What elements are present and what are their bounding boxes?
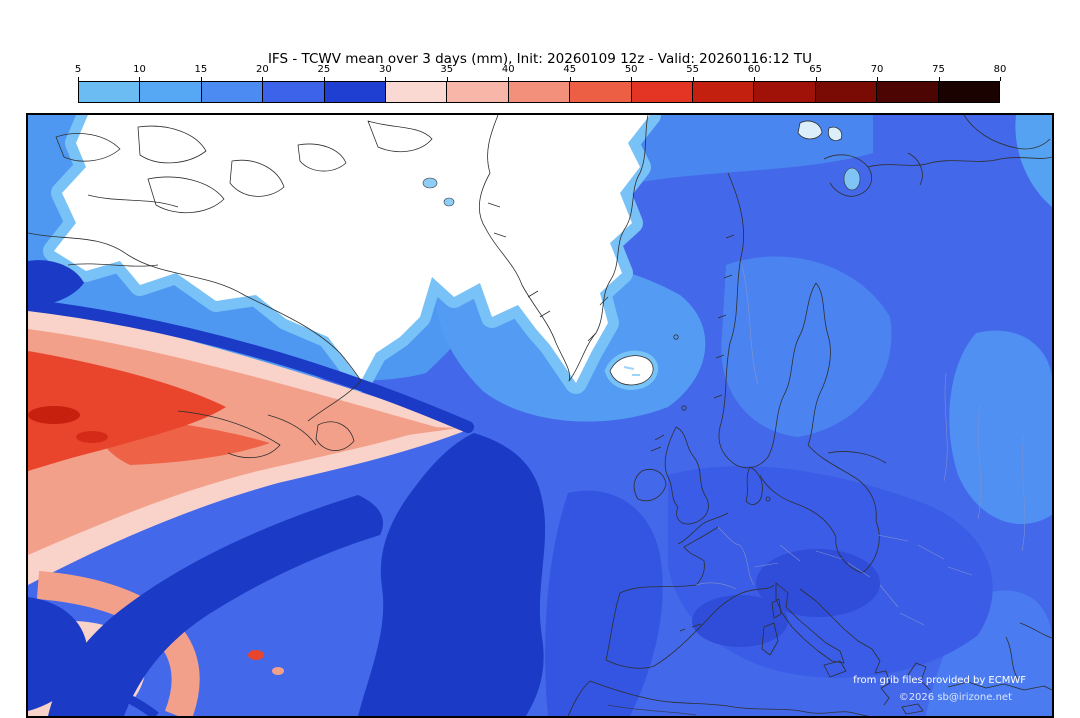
- colorbar-tick-mark: [692, 77, 694, 81]
- colorbar-tick-mark: [754, 77, 756, 81]
- colorbar-tick-mark: [323, 77, 325, 81]
- colorbar-tick-mark: [569, 77, 571, 81]
- colorbar-tick-label: 5: [74, 64, 82, 75]
- colorbar-tick-mark: [200, 77, 202, 81]
- colorbar-tick-mark: [877, 77, 879, 81]
- lakes: [422, 167, 861, 376]
- colorbar-tick-mark: [938, 77, 940, 81]
- credit-irizone: ©2026 sb@irizone.net: [898, 692, 1012, 703]
- colorbar-tick-label: 65: [809, 64, 822, 75]
- colorbar-tick-mark: [1000, 77, 1001, 81]
- colorbar-ticks: 5 10 15 20 25 30 35 40 45 50 55 60 65 70 75 80: [74, 64, 1007, 77]
- colorbar-segment: [446, 82, 508, 102]
- humid-navy-bands: [28, 260, 546, 716]
- credit-ecmwf: from grib files provided by ECMWF: [853, 675, 1026, 686]
- dry-air-region: [43, 115, 661, 394]
- colorbar-tick-label: 80: [993, 64, 1007, 75]
- colorbar-segment: [507, 82, 570, 102]
- colorbar-segment: [814, 82, 877, 102]
- map-svg: [28, 115, 1052, 716]
- colorbar-tick-label: 60: [747, 64, 761, 75]
- rivers: [943, 372, 1026, 552]
- colorbar-tick-mark: [262, 77, 264, 81]
- country-borders: [695, 264, 973, 626]
- page-title: IFS - TCWV mean over 3 days (mm), Init: …: [267, 51, 813, 67]
- colorbar-segment: [569, 82, 631, 102]
- colorbar-tick-label: 70: [870, 64, 884, 75]
- colorbar-tick-label: 25: [317, 64, 331, 75]
- colorbar-tick-mark: [78, 77, 79, 81]
- colorbar-tick-mark: [446, 77, 448, 81]
- colorbar-segment: [385, 82, 447, 102]
- colorbar-segments: [78, 81, 1000, 103]
- colorbar-tick-label: 55: [686, 64, 700, 75]
- colorbar-segment: [200, 82, 263, 102]
- colorbar: 5 10 15 20 25 30 35 40 45 50 55 60 65 70 75 80: [74, 64, 1007, 103]
- colorbar-tick-label: 75: [932, 64, 945, 75]
- colorbar-tick-label: 20: [256, 64, 269, 75]
- colorbar-tick-label: 35: [440, 64, 454, 75]
- colorbar-tick-label: 10: [133, 64, 146, 75]
- colorbar-segment: [262, 82, 324, 102]
- colorbar-tickmarks: [78, 77, 1001, 81]
- colorbar-segment: [79, 82, 140, 102]
- colorbar-tick-label: 40: [501, 64, 515, 75]
- colorbar-segment: [937, 82, 1000, 102]
- colorbar-tick-label: 30: [378, 64, 392, 75]
- colorbar-tick-mark: [815, 77, 817, 81]
- colorbar-tick-mark: [385, 77, 387, 81]
- colorbar-tick-mark: [139, 77, 141, 81]
- colorbar-tick-label: 50: [624, 64, 638, 75]
- colorbar-segment: [876, 82, 938, 102]
- colorbar-segment: [139, 82, 201, 102]
- iceland: [609, 355, 654, 386]
- colorbar-segment: [753, 82, 815, 102]
- colorbar-segment: [692, 82, 754, 102]
- colorbar-segment: [323, 82, 386, 102]
- map-frame: from grib files provided by ECMWF ©2026 …: [26, 113, 1054, 718]
- colorbar-tick-mark: [631, 77, 633, 81]
- coastlines: [28, 115, 1052, 716]
- colorbar-tick-mark: [508, 77, 510, 81]
- colorbar-tick-label: 15: [194, 64, 208, 75]
- colorbar-segment: [630, 82, 693, 102]
- colorbar-tick-label: 45: [563, 64, 577, 75]
